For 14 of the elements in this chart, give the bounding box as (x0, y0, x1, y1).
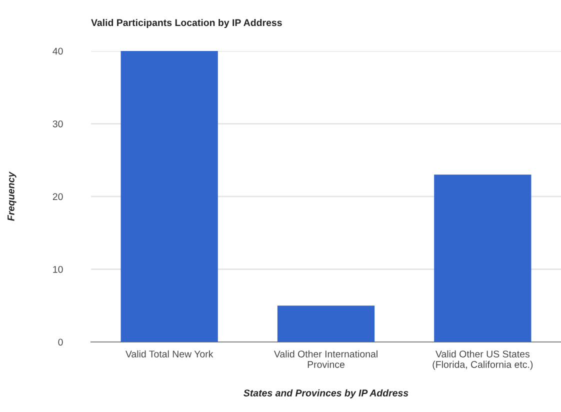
y-tick-label: 40 (52, 48, 63, 55)
x-tick-label: Valid Other International Province (274, 350, 378, 368)
x-axis-title: States and Provinces by IP Address (244, 389, 408, 398)
bar (120, 51, 218, 342)
chart-title: Valid Participants Location by IP Address (91, 18, 282, 28)
y-axis-title: Frequency (8, 172, 16, 221)
bar (277, 306, 375, 342)
y-tick-label: 0 (58, 338, 63, 346)
x-tick-label: Valid Total New York (126, 350, 214, 358)
y-tick-label: 30 (52, 120, 63, 128)
bar (434, 174, 532, 342)
x-tick-label: Valid Other US States (Florida, California etc.) (432, 350, 533, 370)
y-tick-label: 10 (53, 266, 63, 273)
y-tick-label: 20 (52, 193, 63, 200)
